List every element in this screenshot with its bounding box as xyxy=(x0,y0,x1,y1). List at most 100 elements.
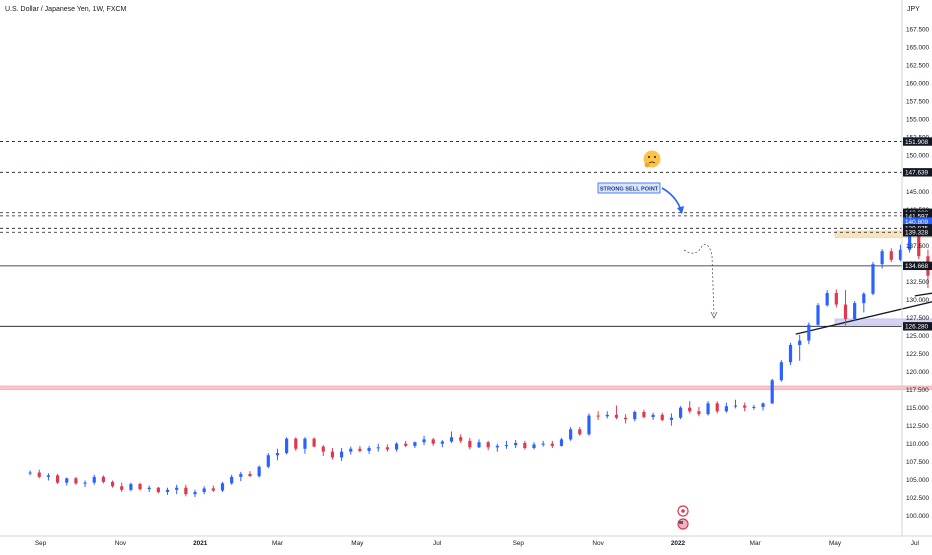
price-label-box xyxy=(903,228,932,237)
time-tick-label: Mar xyxy=(750,540,762,547)
candle-body xyxy=(843,304,848,319)
time-tick-label: Nov xyxy=(115,540,127,547)
candle-body xyxy=(257,466,261,477)
candle-body xyxy=(65,478,69,483)
candle-body xyxy=(605,414,609,417)
price-tick-label: 100.000 xyxy=(906,513,930,520)
price-label-box xyxy=(903,137,932,146)
candle-body xyxy=(743,405,747,408)
price-tick-label: 132.500 xyxy=(906,279,930,286)
zone-support xyxy=(834,318,932,326)
candle-body xyxy=(825,293,829,306)
candle-body xyxy=(330,451,335,458)
candle-body xyxy=(715,403,719,412)
candle-body xyxy=(275,453,280,456)
candle-body xyxy=(642,411,646,418)
candle-body xyxy=(175,487,179,490)
candle-body xyxy=(834,293,838,305)
candle-body xyxy=(184,487,188,495)
candle-body xyxy=(468,440,472,448)
candle-body xyxy=(633,411,637,420)
price-tick-label: 122.500 xyxy=(906,351,930,358)
candle-body xyxy=(385,447,390,450)
candle-body xyxy=(459,437,463,441)
candle-body xyxy=(449,437,454,442)
candle-body xyxy=(624,417,628,420)
candle-body xyxy=(559,439,564,446)
candle-body xyxy=(871,264,875,294)
candle-body xyxy=(724,406,728,412)
candle-body xyxy=(404,443,408,446)
candle-body xyxy=(550,443,554,446)
candle-body xyxy=(614,414,619,418)
emoji-mouth xyxy=(648,161,656,164)
jp-flag-dot xyxy=(681,509,685,513)
candle-body xyxy=(422,439,426,443)
candle-body xyxy=(413,442,417,446)
candle-body xyxy=(504,445,509,447)
price-tick-label: 165.000 xyxy=(906,45,930,52)
candle-body xyxy=(28,472,32,474)
trendline xyxy=(795,301,932,335)
time-tick-label: 2022 xyxy=(671,540,686,547)
candle-body xyxy=(486,442,490,448)
candle-body xyxy=(761,403,765,407)
candle-body xyxy=(697,411,701,415)
candle-body xyxy=(202,488,206,493)
candle-body xyxy=(752,406,756,408)
candle-body xyxy=(394,443,399,450)
time-tick-label: Jul xyxy=(433,540,441,547)
candle-body xyxy=(138,484,142,490)
candle-body xyxy=(55,475,60,483)
candle-body xyxy=(862,293,866,304)
price-label-text: 139.328 xyxy=(905,230,929,237)
price-labels-layer: 151.908147.639142.028141.597140.809139.8… xyxy=(903,137,932,331)
projection-arrowhead xyxy=(710,311,718,319)
callout-text: STRONG SELL POINT xyxy=(600,186,659,192)
candle-body xyxy=(660,414,664,420)
candle-body xyxy=(798,340,802,345)
candle-body xyxy=(788,344,793,363)
price-label-box xyxy=(903,261,932,271)
price-tick-label: 117.500 xyxy=(906,387,929,394)
price-label-text: 141.597 xyxy=(905,213,929,220)
candle-body xyxy=(898,249,903,260)
candle-body xyxy=(101,476,105,482)
candle-body xyxy=(523,442,527,449)
time-tick-label: Mar xyxy=(272,540,284,547)
candle-body xyxy=(248,473,252,477)
candle-body xyxy=(651,414,655,418)
callout-box xyxy=(597,182,661,194)
annotations-layer: STRONG SELL POINT xyxy=(597,150,718,530)
candle-body xyxy=(83,482,87,484)
emoji-eye xyxy=(653,155,657,159)
price-tick-label: 112.500 xyxy=(906,423,929,430)
candle-body xyxy=(230,476,234,484)
us-flag-canton xyxy=(679,521,683,524)
price-tick-label: 162.500 xyxy=(906,63,930,70)
price-label-box xyxy=(903,322,932,331)
price-label-text: 126.280 xyxy=(905,324,929,331)
candle-body xyxy=(239,473,243,477)
candle-body xyxy=(541,443,545,445)
projection-path xyxy=(683,243,715,317)
candle-body xyxy=(431,439,435,444)
candle-body xyxy=(807,324,811,341)
candle-body xyxy=(349,448,353,452)
candle-body xyxy=(46,475,51,477)
candle-body xyxy=(120,486,124,490)
candle-body xyxy=(110,481,115,487)
emoji-hand xyxy=(644,162,650,168)
time-axis[interactable]: SepNov2021MarMayJulSepNov2022MarMayJulSe… xyxy=(35,540,932,547)
candle-body xyxy=(587,415,591,435)
price-tick-label: 107.500 xyxy=(906,459,930,466)
candle-body xyxy=(495,445,499,448)
emoji-eye xyxy=(647,155,651,159)
time-tick-label: 2021 xyxy=(193,540,208,547)
candle-body xyxy=(312,438,316,447)
price-tick-label: 157.500 xyxy=(906,99,930,106)
price-tick-label: 145.000 xyxy=(906,189,930,196)
